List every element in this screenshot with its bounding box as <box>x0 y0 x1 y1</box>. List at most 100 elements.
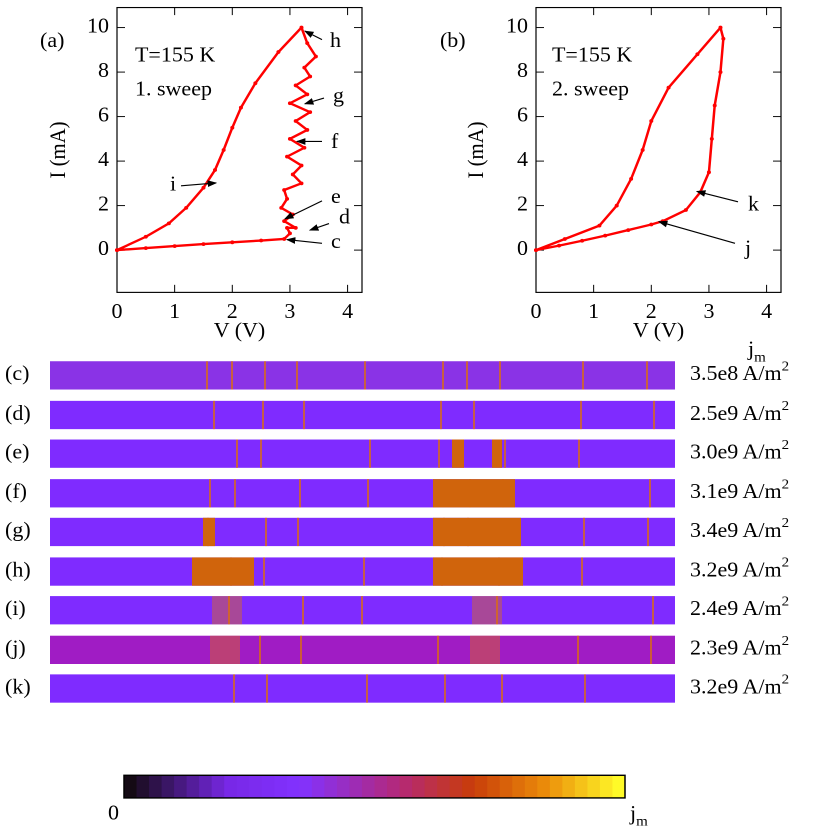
colorbar-frame <box>123 774 626 799</box>
colorbar-cell <box>424 775 438 798</box>
y-tick-label: 10 <box>506 14 528 37</box>
data-point <box>253 81 258 86</box>
data-point <box>201 185 206 190</box>
colorbar-cell <box>311 775 325 798</box>
strip-filament <box>231 361 233 390</box>
strip-jm-exp: 2 <box>782 555 790 571</box>
strip-filament <box>299 479 301 508</box>
data-point <box>580 238 585 243</box>
colorbar-cell <box>549 775 563 798</box>
data-point <box>614 203 619 208</box>
strip-filament <box>260 439 262 468</box>
strip-filament <box>470 635 500 664</box>
strip-hot-region <box>492 439 502 468</box>
strip-jm-value: 3.2e9 A/m <box>690 558 782 581</box>
colorbar-cell <box>286 775 300 798</box>
strip-jm-exp: 2 <box>782 399 790 415</box>
data-point <box>285 154 290 159</box>
colorbar-max-main: j <box>629 801 636 824</box>
y-tick-label: 8 <box>98 58 109 81</box>
strip-filament <box>646 361 648 390</box>
strip-jm-exp: 2 <box>782 672 790 688</box>
colorbar-cell <box>487 775 501 798</box>
strip <box>50 400 675 430</box>
strip-filament <box>303 400 305 430</box>
heading-sub: m <box>754 350 766 366</box>
data-point <box>290 172 295 177</box>
strip-filament <box>583 517 585 547</box>
strip-hot-region <box>433 517 521 547</box>
colorbar-cell <box>574 775 588 798</box>
annotation: 2. sweep <box>552 77 629 100</box>
data-point <box>305 41 310 46</box>
strip <box>50 361 675 390</box>
strip-jm-exp: 2 <box>782 594 790 610</box>
strip-jm-value: 3.0e9 A/m <box>690 440 782 463</box>
data-point <box>718 25 723 30</box>
strip-label: (j) <box>5 636 26 659</box>
data-point <box>299 163 304 168</box>
colorbar-cell <box>399 775 413 798</box>
heading-main: j <box>747 337 754 360</box>
data-point <box>276 50 281 54</box>
strip-jm: 3.2e9 A/m2 <box>690 555 789 581</box>
x-tick-label: 3 <box>284 299 295 322</box>
x-tick-label: 4 <box>761 299 772 322</box>
strip-label: (g) <box>5 518 31 541</box>
data-point <box>221 148 226 152</box>
strip-filament <box>302 596 304 625</box>
colorbar-cell <box>199 775 213 798</box>
arrow-label: c <box>331 230 341 253</box>
data-point <box>305 92 310 97</box>
strip-jm-value: 3.1e9 A/m <box>690 480 782 503</box>
data-point <box>597 223 602 228</box>
x-tick-label: 1 <box>169 299 180 322</box>
strip-filament <box>300 635 302 664</box>
data-point <box>305 128 310 132</box>
strip-filament <box>264 361 266 390</box>
colorbar-cell <box>587 775 601 798</box>
strip-label: (f) <box>5 480 27 503</box>
strip-filament <box>437 635 439 664</box>
data-point <box>709 136 714 141</box>
x-axis-label: V (V) <box>633 318 685 341</box>
arrow-label: j <box>744 236 751 259</box>
colorbar-cell <box>236 775 250 798</box>
data-point <box>299 25 304 30</box>
annotation-arrow <box>303 30 323 41</box>
colorbar-cell <box>161 775 175 798</box>
annotation: T=155 K <box>135 43 216 66</box>
x-tick-label: 1 <box>588 299 599 322</box>
strip-jm: 3.5e8 A/m2 <box>690 359 789 385</box>
data-point <box>626 228 631 232</box>
y-axis-label: I (mA) <box>46 121 71 178</box>
data-point <box>308 110 313 115</box>
strip-filament <box>499 361 501 390</box>
strip-filament <box>361 596 363 625</box>
data-point <box>230 240 235 245</box>
strip-jm-exp: 2 <box>782 359 790 375</box>
colorbar-cell <box>349 775 363 798</box>
plot-frame <box>535 6 782 293</box>
colorbar-cell <box>299 775 313 798</box>
data-point <box>302 65 307 70</box>
strip-filament <box>649 479 651 508</box>
strip-filament <box>265 517 267 547</box>
strip-filament <box>206 361 208 390</box>
data-point <box>287 136 292 141</box>
strip <box>50 674 675 703</box>
data-point <box>629 177 634 181</box>
arrow-label: h <box>330 29 341 52</box>
x-tick-label: 0 <box>531 299 542 322</box>
annotation-arrow <box>303 97 325 105</box>
colorbar-cell <box>274 775 288 798</box>
data-point <box>279 205 284 210</box>
strip-filament <box>262 400 264 430</box>
strip-label: (h) <box>5 558 31 581</box>
data-point <box>166 221 171 226</box>
colorbar-cell <box>537 775 551 798</box>
strip-jm: 3.4e9 A/m2 <box>690 516 789 542</box>
data-point <box>712 103 717 108</box>
colorbar-cell <box>174 775 188 798</box>
